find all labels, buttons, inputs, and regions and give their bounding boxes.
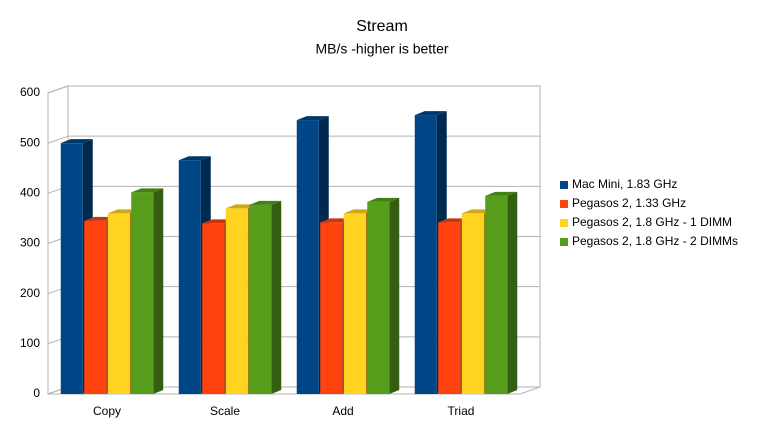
grid-line-side — [47, 85, 69, 94]
bar — [60, 143, 83, 394]
bar — [84, 220, 107, 394]
legend-label: Pegasos 2, 1.8 GHz - 1 DIMM — [572, 215, 732, 229]
bar-top — [367, 197, 400, 202]
x-tick-label: Triad — [448, 404, 475, 418]
legend-swatch — [560, 181, 568, 189]
bar-side — [153, 188, 164, 394]
bar — [107, 213, 130, 394]
bar-side — [389, 197, 400, 394]
bar — [296, 120, 319, 394]
x-tick-label: Scale — [210, 404, 240, 418]
bar — [202, 223, 225, 394]
y-tick-label: 300 — [20, 236, 40, 250]
bar-top — [178, 156, 211, 161]
bar — [131, 192, 154, 394]
bar — [320, 222, 343, 394]
bar-top — [485, 191, 518, 196]
bar-top — [60, 139, 93, 144]
bar-top — [131, 188, 164, 193]
x-tick-label: Add — [332, 404, 353, 418]
legend-label: Mac Mini, 1.83 GHz — [572, 177, 677, 191]
grid-line-side — [47, 135, 69, 144]
bar-top — [296, 116, 329, 121]
bar — [438, 222, 461, 394]
bar-side — [507, 191, 518, 394]
x-tick-label: Copy — [93, 404, 121, 418]
legend-swatch — [560, 219, 568, 227]
bar — [178, 160, 201, 394]
legend-label: Pegasos 2, 1.33 GHz — [572, 196, 686, 210]
bar — [249, 204, 272, 394]
legend-swatch — [560, 238, 568, 246]
bar — [485, 195, 508, 394]
y-tick-label: 100 — [20, 336, 40, 350]
y-tick-label: 200 — [20, 286, 40, 300]
bar-side — [271, 200, 282, 394]
legend-label: Pegasos 2, 1.8 GHz - 2 DIMMs — [572, 234, 738, 248]
bar-top — [414, 111, 447, 116]
bar — [461, 213, 484, 394]
bar — [225, 208, 248, 394]
bar-top — [249, 200, 282, 205]
y-tick-label: 500 — [20, 135, 40, 149]
bar — [367, 201, 390, 394]
y-tick-label: 0 — [33, 386, 40, 400]
chart-subtitle: MB/s -higher is better — [315, 41, 448, 57]
y-tick-label: 400 — [20, 186, 40, 200]
legend-swatch — [560, 200, 568, 208]
bar — [343, 213, 366, 394]
chart-title: Stream — [356, 18, 408, 35]
y-tick-label: 600 — [20, 85, 40, 99]
bar — [414, 115, 437, 394]
